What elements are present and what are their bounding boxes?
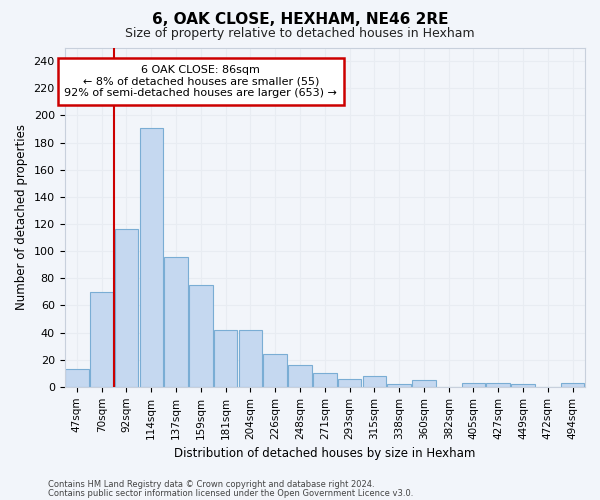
- Bar: [511, 384, 535, 387]
- Bar: [214, 330, 238, 387]
- Bar: [239, 330, 262, 387]
- Bar: [263, 354, 287, 387]
- Bar: [65, 369, 89, 387]
- Bar: [189, 285, 212, 387]
- Bar: [487, 382, 510, 387]
- Bar: [338, 378, 361, 387]
- Bar: [313, 373, 337, 387]
- Text: 6, OAK CLOSE, HEXHAM, NE46 2RE: 6, OAK CLOSE, HEXHAM, NE46 2RE: [152, 12, 448, 28]
- X-axis label: Distribution of detached houses by size in Hexham: Distribution of detached houses by size …: [174, 447, 475, 460]
- Bar: [561, 382, 584, 387]
- Text: Contains public sector information licensed under the Open Government Licence v3: Contains public sector information licen…: [48, 488, 413, 498]
- Bar: [288, 365, 312, 387]
- Bar: [140, 128, 163, 387]
- Text: 6 OAK CLOSE: 86sqm
← 8% of detached houses are smaller (55)
92% of semi-detached: 6 OAK CLOSE: 86sqm ← 8% of detached hous…: [64, 65, 337, 98]
- Bar: [388, 384, 411, 387]
- Bar: [90, 292, 113, 387]
- Y-axis label: Number of detached properties: Number of detached properties: [15, 124, 28, 310]
- Bar: [115, 230, 138, 387]
- Bar: [412, 380, 436, 387]
- Text: Size of property relative to detached houses in Hexham: Size of property relative to detached ho…: [125, 28, 475, 40]
- Bar: [164, 256, 188, 387]
- Bar: [461, 382, 485, 387]
- Text: Contains HM Land Registry data © Crown copyright and database right 2024.: Contains HM Land Registry data © Crown c…: [48, 480, 374, 489]
- Bar: [362, 376, 386, 387]
